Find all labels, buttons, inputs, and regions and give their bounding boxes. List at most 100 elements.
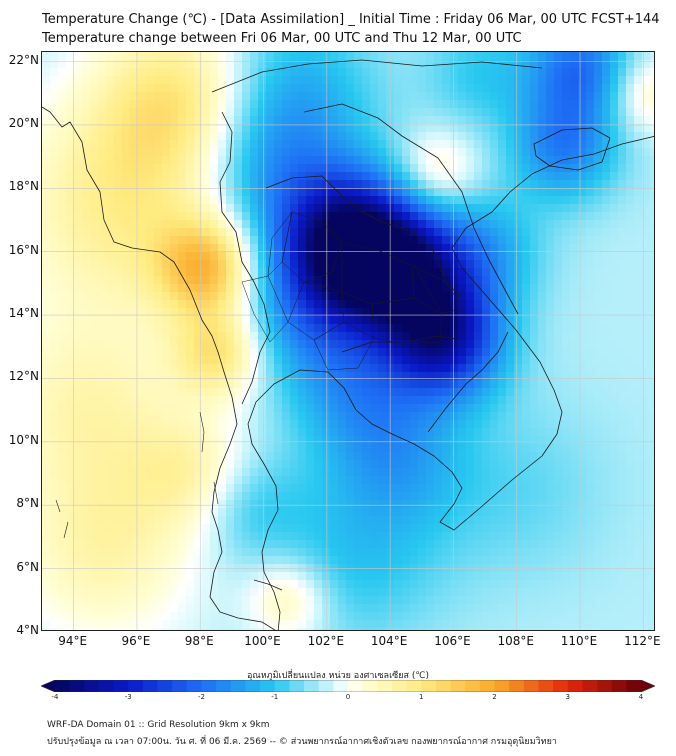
field-cell [274, 156, 283, 165]
field-cell [378, 156, 387, 165]
field-cell [266, 76, 275, 85]
temperature-change-map[interactable] [41, 51, 655, 631]
field-cell [298, 308, 307, 317]
field-cell [98, 172, 107, 181]
field-cell [226, 276, 235, 285]
field-cell [506, 380, 515, 389]
field-cell [562, 540, 571, 549]
field-cell [98, 516, 107, 525]
field-cell [290, 252, 299, 261]
field-cell [394, 84, 403, 93]
field-cell [114, 108, 123, 117]
field-cell [466, 500, 475, 509]
field-cell [274, 324, 283, 333]
field-cell [562, 244, 571, 253]
field-cell [170, 356, 179, 365]
field-cell [522, 404, 531, 413]
field-cell [178, 500, 187, 509]
field-cell [650, 156, 654, 165]
field-cell [458, 228, 467, 237]
field-cell [554, 108, 563, 117]
field-cell [242, 548, 251, 557]
field-cell [370, 84, 379, 93]
field-cell [42, 76, 51, 85]
field-cell [258, 420, 267, 429]
field-cell [330, 500, 339, 509]
field-cell [594, 364, 603, 373]
field-cell [466, 92, 475, 101]
field-cell [266, 156, 275, 165]
field-cell [586, 228, 595, 237]
field-cell [98, 380, 107, 389]
field-cell [570, 268, 579, 277]
field-cell [362, 396, 371, 405]
field-cell [106, 236, 115, 245]
field-cell [298, 292, 307, 301]
field-cell [330, 548, 339, 557]
field-cell [186, 140, 195, 149]
field-cell [642, 372, 651, 381]
field-cell [306, 564, 315, 573]
field-cell [170, 468, 179, 477]
field-cell [434, 124, 443, 133]
field-cell [538, 508, 547, 517]
field-cell [442, 100, 451, 109]
field-cell [610, 388, 619, 397]
field-cell [514, 372, 523, 381]
field-cell [202, 556, 211, 565]
field-cell [154, 212, 163, 221]
field-cell [114, 388, 123, 397]
field-cell [410, 252, 419, 261]
field-cell [146, 460, 155, 469]
field-cell [538, 84, 547, 93]
field-cell [202, 172, 211, 181]
field-cell [650, 476, 654, 485]
field-cell [346, 300, 355, 309]
field-cell [226, 204, 235, 213]
field-cell [74, 564, 83, 573]
field-cell [226, 564, 235, 573]
field-cell [418, 116, 427, 125]
field-cell [50, 148, 59, 157]
field-cell [130, 404, 139, 413]
field-cell [170, 108, 179, 117]
field-cell [146, 148, 155, 157]
field-cell [202, 324, 211, 333]
field-cell [346, 556, 355, 565]
field-cell [210, 76, 219, 85]
field-cell [594, 132, 603, 141]
field-cell [338, 436, 347, 445]
field-cell [498, 548, 507, 557]
field-cell [210, 564, 219, 573]
field-cell [266, 204, 275, 213]
field-cell [314, 460, 323, 469]
field-cell [354, 428, 363, 437]
field-cell [610, 292, 619, 301]
field-cell [162, 396, 171, 405]
field-cell [650, 140, 654, 149]
field-cell [522, 364, 531, 373]
field-cell [362, 140, 371, 149]
field-cell [274, 260, 283, 269]
field-cell [282, 244, 291, 253]
field-cell [274, 492, 283, 501]
field-cell [418, 212, 427, 221]
field-cell [490, 404, 499, 413]
field-cell [298, 124, 307, 133]
field-cell [474, 60, 483, 69]
field-cell [442, 140, 451, 149]
field-cell [210, 460, 219, 469]
field-cell [322, 292, 331, 301]
field-cell [274, 244, 283, 253]
field-cell [602, 156, 611, 165]
field-cell [562, 196, 571, 205]
field-cell [402, 276, 411, 285]
field-cell [274, 356, 283, 365]
field-cell [138, 236, 147, 245]
field-cell [314, 476, 323, 485]
field-cell [290, 212, 299, 221]
field-cell [442, 236, 451, 245]
field-cell [490, 164, 499, 173]
field-cell [194, 316, 203, 325]
field-cell [482, 300, 491, 309]
